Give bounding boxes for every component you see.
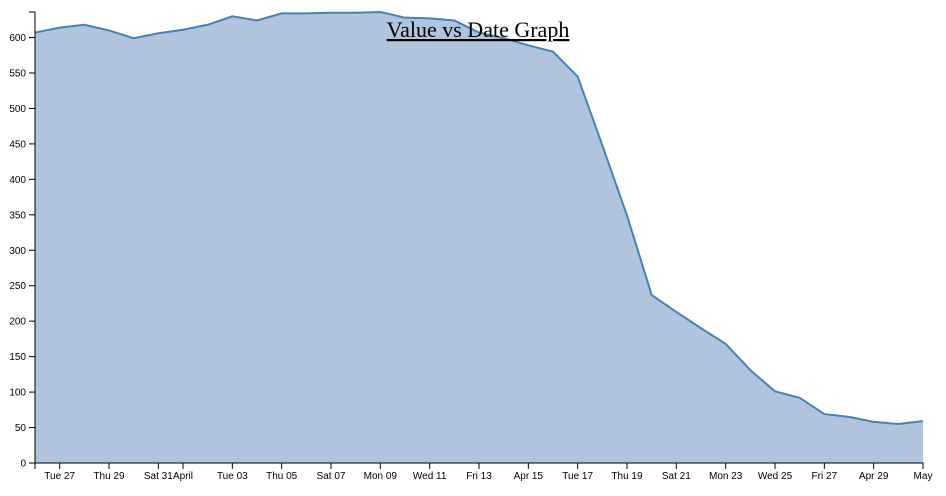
y-tick-label: 50 [15, 423, 27, 434]
x-tick-label: Wed 11 [413, 471, 447, 482]
x-tick-label: Mon 23 [709, 471, 743, 482]
y-tick-label: 450 [9, 139, 26, 150]
x-tick-label: Tue 03 [217, 471, 248, 482]
x-tick-label: April [173, 471, 193, 482]
line [34, 10, 924, 426]
y-tick-label: 200 [9, 317, 26, 328]
x-tick-label: Sat 07 [317, 471, 346, 482]
y-tick-label: 400 [9, 175, 26, 186]
y-tick-label: 500 [9, 104, 26, 115]
y-tick-label: 300 [9, 246, 26, 257]
y-tick-label: 0 [20, 459, 26, 470]
y-tick-label: 100 [9, 388, 26, 399]
x-tick-label: Apr 29 [859, 471, 889, 482]
area [35, 12, 923, 463]
x-tick-label: Mon 09 [364, 471, 398, 482]
y-tick-label: 350 [9, 210, 26, 221]
y-tick-label: 600 [9, 33, 26, 44]
x-tick-label: Thu 19 [611, 471, 643, 482]
x-tick-label: Apr 15 [514, 471, 544, 482]
x-tick-label: Wed 25 [758, 471, 793, 482]
y-tick-label: 250 [9, 281, 26, 292]
x-tick-label: Tue 27 [44, 471, 75, 482]
x-tick-label: Sat 31 [144, 471, 173, 482]
x-tick-label: Fri 27 [812, 471, 838, 482]
y-tick-label: 550 [9, 68, 26, 79]
y-axis [29, 11, 36, 464]
x-tick-label: Tue 17 [562, 471, 593, 482]
chart-title: Value vs Date Graph [387, 17, 570, 42]
x-tick-label: Fri 13 [466, 471, 492, 482]
x-tick-label: Thu 05 [266, 471, 298, 482]
x-tick-label: Thu 29 [93, 471, 125, 482]
y-tick-label: 150 [9, 352, 26, 363]
plot-area: 0 50 100 150 200 250 300 350 400 450 500 550 600 Tue … [9, 10, 933, 482]
x-tick-label: Sat 21 [662, 471, 691, 482]
x-tick-label: May [914, 471, 933, 482]
